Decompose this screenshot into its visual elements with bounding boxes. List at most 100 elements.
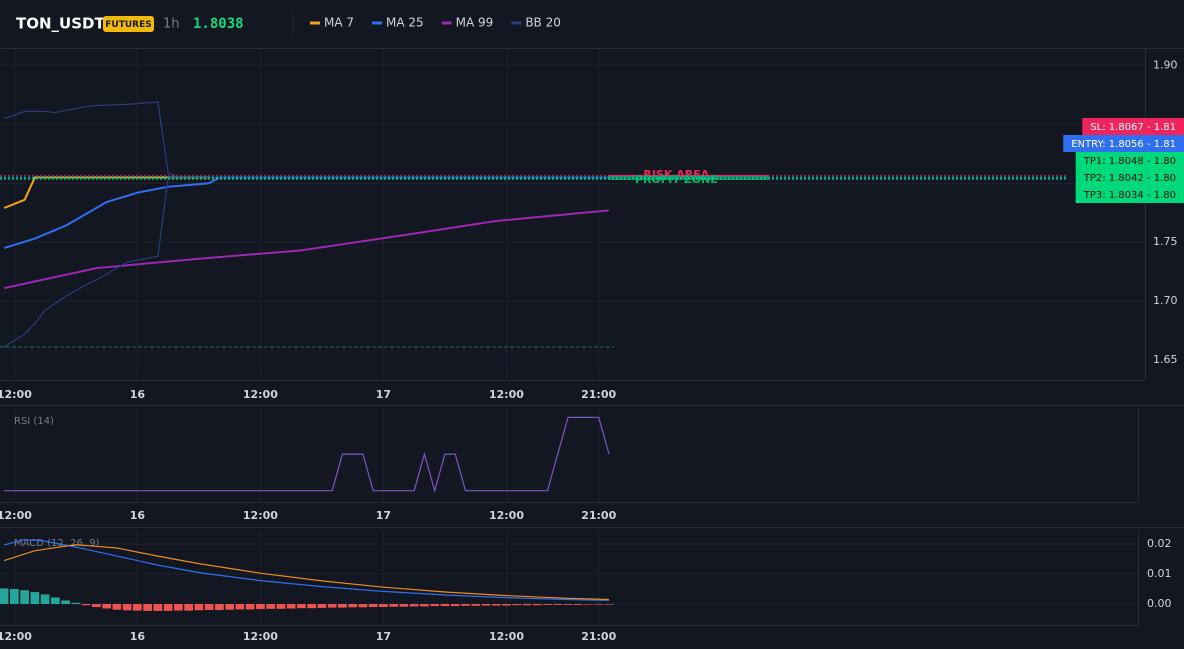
x-tick-label: 12:00 [243,509,278,522]
histogram-bar [102,604,111,609]
histogram-bar [286,604,296,609]
histogram-bar [409,604,419,607]
histogram-bar [307,604,317,609]
histogram-bar [112,604,122,610]
histogram-bar [491,604,501,606]
histogram-bar [245,604,255,610]
x-tick-label: 21:00 [581,388,616,401]
legend-label: MA 99 [456,16,494,30]
histogram-bar [0,588,9,605]
interval: 1h [163,17,180,32]
badge: FUTURES [105,20,151,30]
histogram-bar [379,604,388,608]
histogram-bar [389,604,399,607]
histogram-bar [420,604,429,607]
histogram-bar [133,604,142,611]
histogram-bar [61,600,70,605]
histogram-bar [40,594,50,605]
series-line [3,544,610,601]
histogram-bar [20,590,29,605]
histogram-bar [297,604,306,609]
histogram-bar [276,604,286,609]
badge-box [103,16,154,32]
histogram-bar [225,604,235,610]
histogram-bar [358,604,368,608]
level-tag [1082,118,1184,135]
y-tick-label: 1.70 [1153,294,1178,307]
series-line [3,538,610,601]
histogram-bar [584,604,593,605]
histogram-bar [604,604,614,605]
histogram-bar [348,604,358,608]
panel: 12:00 16 12:00 17 12:00 21:00 RSI (14) [0,408,1139,522]
histogram-bar [327,604,337,608]
legend-label: MA 7 [324,16,354,30]
histogram-bar [122,604,132,611]
histogram-bar [512,604,522,606]
histogram-bar [174,604,183,611]
histogram-bar [440,604,450,607]
histogram-bar [153,604,163,611]
histogram-bar [30,592,40,605]
level-tag [1075,186,1184,203]
y-tick-label: 0.00 [1147,597,1172,610]
histogram-bar [502,604,511,606]
histogram-bar [450,604,460,607]
histogram-bar [71,602,81,605]
histogram-bar [430,604,440,607]
series-line [3,176,609,250]
histogram-bar [481,604,491,606]
x-tick-label: 12:00 [0,388,32,401]
histogram-bar [532,604,542,606]
histogram-bar [9,589,19,605]
histogram-bar [563,604,573,605]
histogram-bar [399,604,409,607]
histogram-bar [194,604,204,611]
histogram-bar [553,604,563,605]
level-tag [1075,169,1184,186]
x-tick-label: 21:00 [581,509,616,522]
x-tick-label: 12:00 [0,509,32,522]
level-tag-label: ENTRY: 1.8056 - 1.81 [1071,139,1176,150]
x-tick-label: 12:00 [0,630,32,643]
histogram-bar [543,604,552,605]
legend-label: BB 20 [525,16,561,30]
histogram-bar [204,604,214,611]
x-tick-label: 12:00 [243,388,278,401]
panel-title: RSI (14) [14,416,54,427]
y-tick-label: 1.75 [1153,235,1178,248]
symbol: TON_USDT [16,15,105,33]
x-tick-label: 16 [130,509,146,522]
histogram-bar [51,597,60,605]
histogram-bar [266,604,276,609]
series-line [3,101,609,178]
histogram-bar [184,604,193,611]
histogram-bar [471,604,481,606]
series-line [3,209,609,290]
panel: 12:00 16 12:00 17 12:00 21:000.000.010.02MACD… [0,530,1172,643]
legend-label: MA 25 [386,16,424,30]
y-tick-label: 0.02 [1147,537,1172,550]
x-tick-label: 12:00 [489,509,524,522]
y-tick-label: 0.01 [1147,567,1172,580]
level-tag-label: SL: 1.8067 - 1.81 [1090,122,1176,133]
histogram-bar [81,604,91,606]
histogram-bar [594,604,604,605]
y-tick-label: 1.90 [1153,58,1178,71]
level-tag [1063,135,1184,152]
histogram-bar [92,604,101,608]
histogram-bar [461,604,470,606]
histogram-bar [215,604,224,611]
histogram-bar [143,604,152,611]
series-line [4,416,610,493]
level-tag [1075,152,1184,169]
level-tag-label: TP2: 1.8042 - 1.80 [1083,173,1176,184]
histogram-bar [163,604,173,611]
x-tick-label: 17 [376,509,391,522]
histogram-bar [368,604,378,608]
x-tick-label: 12:00 [489,388,524,401]
histogram-bar [317,604,327,608]
histogram-bar [256,604,265,610]
